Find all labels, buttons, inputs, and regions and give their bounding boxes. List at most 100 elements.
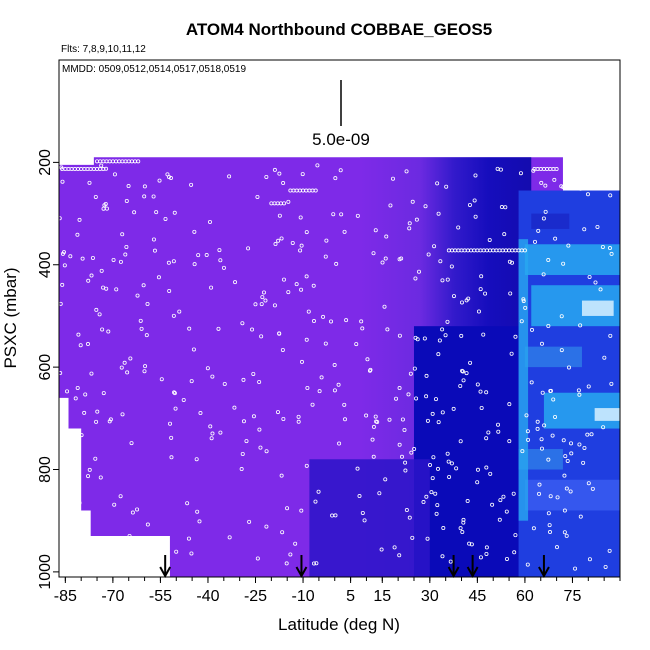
obs-dot bbox=[371, 251, 376, 256]
obs-dot bbox=[412, 447, 417, 452]
y-axis: 200 400 600 800 1000 bbox=[37, 149, 59, 590]
obs-dot bbox=[272, 167, 277, 172]
obs-dot bbox=[529, 327, 534, 332]
obs-dot bbox=[521, 298, 526, 303]
obs-dot bbox=[385, 327, 390, 332]
obs-dot bbox=[553, 414, 558, 419]
obs-dot bbox=[321, 314, 326, 319]
obs-dot bbox=[314, 561, 319, 566]
obs-dot bbox=[68, 254, 73, 259]
obs-dot bbox=[373, 414, 378, 419]
obs-dot bbox=[541, 216, 546, 221]
obs-dot bbox=[89, 371, 94, 376]
obs-dot bbox=[338, 168, 343, 173]
obs-dot bbox=[523, 305, 528, 310]
obs-dot bbox=[466, 296, 471, 301]
obs-dot bbox=[299, 359, 304, 364]
x-tick-label: -10 bbox=[291, 588, 314, 605]
obs-dot bbox=[272, 303, 277, 308]
x-tick-label: 5 bbox=[346, 588, 355, 605]
obs-dot bbox=[257, 427, 262, 432]
arrow-head bbox=[447, 566, 460, 579]
obs-dot bbox=[364, 413, 369, 418]
obs-dot bbox=[414, 396, 419, 401]
obs-dot bbox=[472, 198, 477, 203]
obs-dot bbox=[124, 199, 129, 204]
obs-dot bbox=[569, 441, 574, 446]
obs-dot bbox=[142, 194, 147, 199]
obs-dot bbox=[384, 234, 389, 239]
obs-dot bbox=[458, 439, 463, 444]
heatmap-curtain bbox=[59, 157, 620, 577]
obs-dot bbox=[461, 517, 466, 522]
obs-dot bbox=[279, 473, 284, 478]
obs-dot bbox=[513, 334, 518, 339]
y-tick-label: 600 bbox=[37, 354, 54, 381]
obs-dot bbox=[561, 261, 566, 266]
obs-dot bbox=[114, 287, 119, 292]
obs-dot bbox=[551, 397, 556, 402]
obs-dot bbox=[460, 368, 465, 373]
obs-dot bbox=[525, 429, 530, 434]
obs-dot bbox=[525, 562, 530, 567]
obs-dot bbox=[103, 201, 108, 206]
obs-dot bbox=[138, 318, 143, 323]
obs-dot bbox=[61, 250, 66, 255]
obs-dot bbox=[99, 163, 104, 168]
obs-dot bbox=[546, 324, 551, 329]
obs-dot bbox=[394, 396, 399, 401]
x-tick-label: -55 bbox=[149, 588, 172, 605]
obs-dot bbox=[607, 548, 612, 553]
obs-dot bbox=[312, 561, 317, 566]
obs-dot bbox=[284, 561, 289, 566]
obs-dot bbox=[94, 307, 99, 312]
obs-dot bbox=[440, 278, 445, 283]
obs-dot bbox=[507, 259, 512, 264]
obs-dot bbox=[461, 378, 466, 383]
obs-dot bbox=[414, 217, 419, 222]
arrow-head bbox=[538, 566, 550, 579]
obs-dot bbox=[532, 239, 537, 244]
obs-dot bbox=[407, 226, 412, 231]
obs-dot bbox=[445, 277, 450, 282]
obs-dot bbox=[276, 238, 281, 243]
obs-dot bbox=[436, 420, 441, 425]
obs-dot bbox=[410, 535, 415, 540]
obs-dot bbox=[167, 288, 172, 293]
obs-dot bbox=[93, 456, 98, 461]
obs-dot bbox=[154, 210, 159, 215]
obs-dot bbox=[397, 333, 402, 338]
obs-dot bbox=[370, 437, 375, 442]
x-tick-label: 15 bbox=[373, 588, 391, 605]
obs-dot bbox=[478, 555, 483, 560]
obs-dot bbox=[62, 263, 67, 268]
obs-dot bbox=[431, 455, 436, 460]
obs-dot bbox=[296, 419, 301, 424]
obs-dot bbox=[397, 386, 402, 391]
y-tick-label: 800 bbox=[37, 456, 54, 483]
x-tick-label: -25 bbox=[244, 588, 267, 605]
obs-dot bbox=[562, 530, 567, 535]
obs-dot bbox=[537, 482, 542, 487]
obs-dot bbox=[336, 382, 341, 387]
curtain-streak bbox=[524, 244, 620, 275]
obs-dot bbox=[329, 319, 334, 324]
obs-dot bbox=[568, 489, 573, 494]
obs-dot bbox=[504, 509, 509, 514]
obs-dot bbox=[159, 377, 164, 382]
obs-dot bbox=[324, 238, 329, 243]
obs-dot bbox=[132, 210, 137, 215]
obs-dot bbox=[241, 377, 246, 382]
obs-dot bbox=[399, 454, 404, 459]
obs-dot bbox=[99, 268, 104, 273]
obs-dot bbox=[562, 473, 567, 478]
obs-dot bbox=[139, 326, 144, 331]
obs-dot bbox=[124, 244, 129, 249]
obs-dot bbox=[435, 181, 440, 186]
obs-dot bbox=[531, 526, 536, 531]
obs-dot bbox=[141, 283, 146, 288]
obs-dot bbox=[169, 435, 174, 440]
obs-dot bbox=[504, 556, 509, 561]
obs-dot bbox=[163, 216, 168, 221]
obs-dot bbox=[465, 499, 470, 504]
